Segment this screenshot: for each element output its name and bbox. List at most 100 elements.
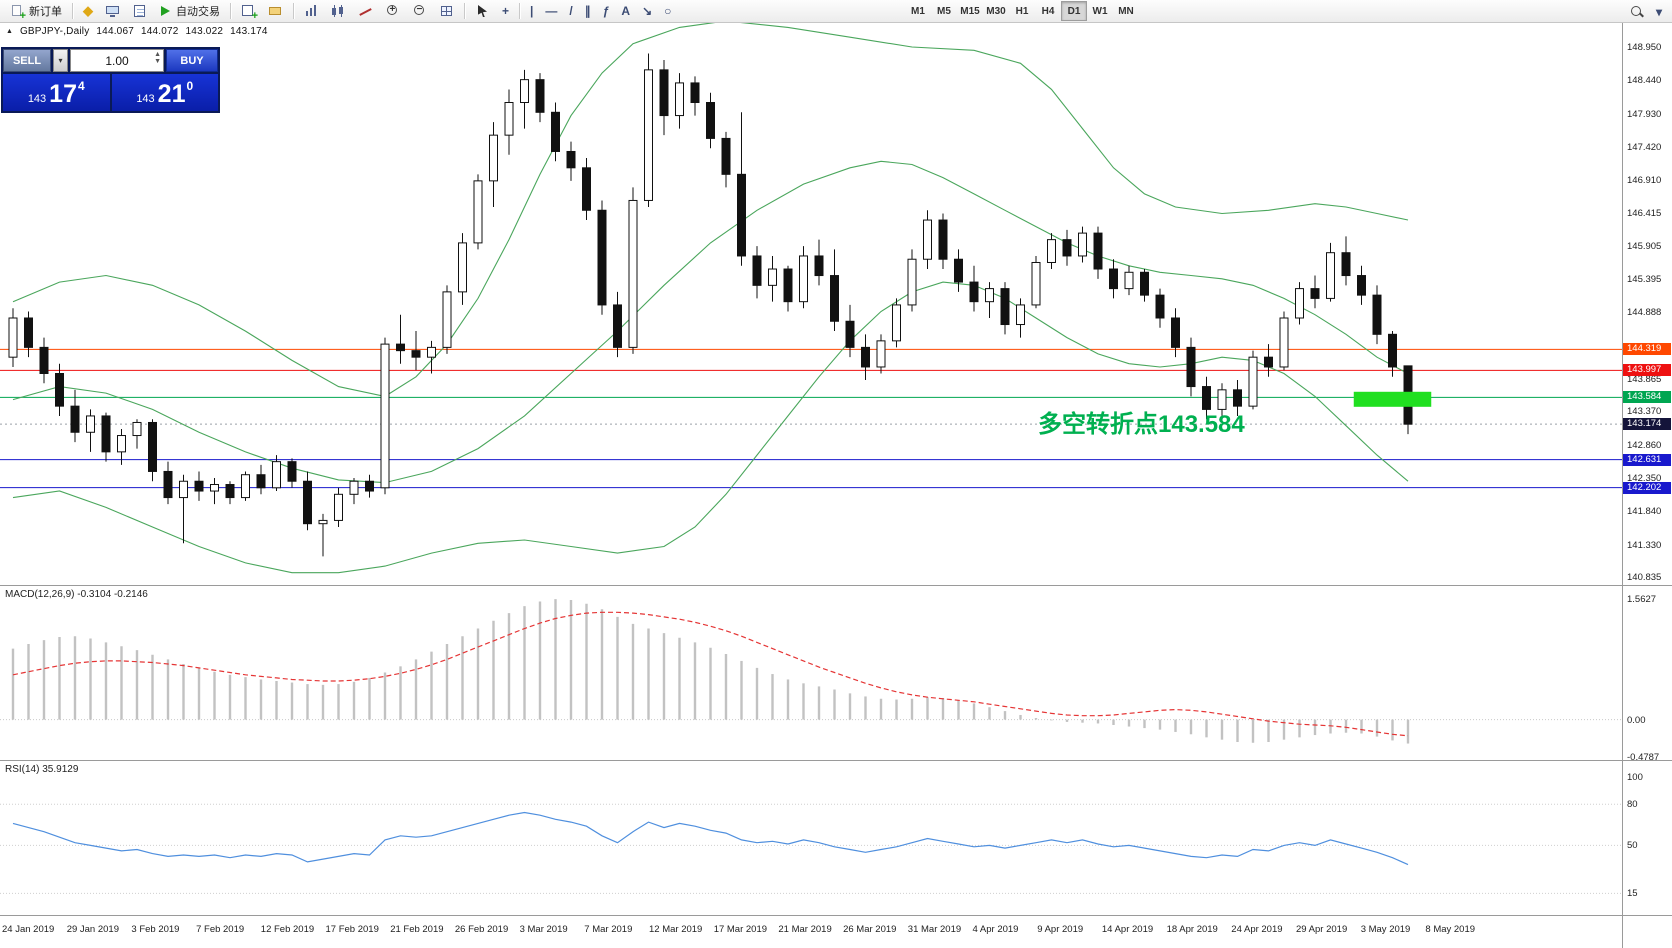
timeframe-button-m30[interactable]: M30	[983, 1, 1009, 21]
date-axis-label: 31 Mar 2019	[907, 924, 962, 935]
macd-scale-label: 0.00	[1627, 714, 1646, 726]
buy-price-display[interactable]: 143 21 0	[111, 74, 218, 111]
sell-price-sup: 4	[77, 79, 85, 93]
metaeditor-button[interactable]: ◆	[78, 1, 98, 22]
timeframe-button-w1[interactable]: W1	[1087, 1, 1113, 21]
price-level-chip: 143.584	[1623, 391, 1671, 404]
vertical-line-button[interactable]: |	[525, 1, 538, 22]
buy-button[interactable]: BUY	[166, 49, 218, 72]
new-order-icon	[10, 4, 26, 22]
timeframe-button-m1[interactable]: M1	[905, 1, 931, 21]
date-axis-label: 7 Feb 2019	[196, 924, 245, 935]
search-icon	[1629, 5, 1644, 19]
ohlc-open: 144.067	[96, 26, 134, 37]
date-axis-label: 24 Apr 2019	[1231, 924, 1283, 935]
timeframe-button-m15[interactable]: M15	[957, 1, 983, 21]
macd-scale-label: 1.5627	[1627, 593, 1657, 605]
toolbar-right-group: ▾	[1623, 1, 1668, 22]
market-watch-button[interactable]	[100, 1, 125, 22]
candlestick-chart-icon	[331, 4, 346, 18]
price-scale-label: 146.910	[1627, 175, 1662, 187]
macd-label: MACD(12,26,9) -0.3104 -0.2146	[5, 589, 148, 600]
fibonacci-button[interactable]: ƒ	[598, 1, 615, 22]
autotrading-button[interactable]: 自动交易	[154, 1, 225, 22]
rsi-label: RSI(14) 35.9129	[5, 764, 79, 775]
channel-button[interactable]: ∥	[580, 1, 596, 22]
new-chart-icon	[241, 4, 258, 22]
toolbar-options-caret-icon: ▾	[1655, 4, 1662, 19]
date-axis-label: 24 Jan 2019	[2, 924, 55, 935]
candlestick-chart-button[interactable]	[326, 1, 351, 22]
price-scale-label: 140.835	[1627, 571, 1662, 583]
current-price-chip: 143.174	[1623, 418, 1671, 431]
bar-chart-button[interactable]	[299, 1, 324, 22]
price-scale-label: 141.840	[1627, 506, 1662, 518]
candlestick-series	[8, 53, 1413, 557]
terminal-icon	[132, 4, 147, 18]
new-order-button[interactable]: 新订单	[5, 1, 67, 22]
date-axis-label: 9 Apr 2019	[1037, 924, 1084, 935]
toolbar-separator	[230, 3, 231, 19]
price-scale-label: 145.905	[1627, 240, 1662, 252]
macd-histogram	[11, 599, 1410, 744]
rsi-scale-label: 100	[1627, 771, 1643, 783]
date-axis-label: 3 May 2019	[1360, 924, 1411, 935]
chart-symbol-info: ▲ GBPJPY-,Daily 144.067 144.072 143.022 …	[6, 26, 268, 37]
volume-increase-icon[interactable]: ▲	[154, 51, 161, 58]
turning-point-annotation[interactable]: 多空转折点143.584	[1038, 411, 1245, 438]
zoom-in-button[interactable]	[380, 1, 405, 22]
bar-chart-icon	[304, 4, 319, 18]
price-scale-label: 147.930	[1627, 108, 1662, 120]
zoom-out-button[interactable]	[407, 1, 432, 22]
rsi-scale-label: 15	[1627, 888, 1638, 900]
timeframe-button-m5[interactable]: M5	[931, 1, 957, 21]
toolbar-separator	[72, 3, 73, 19]
profiles-button[interactable]	[263, 1, 288, 22]
date-axis[interactable]: 24 Jan 2019 29 Jan 2019 3 Feb 2019 7 Feb 20…	[0, 917, 1622, 948]
cursor-button[interactable]	[470, 1, 495, 22]
volume-decrease-icon[interactable]: ▼	[154, 58, 161, 65]
price-axis[interactable]: 148.950 148.440 147.930 147.420 146.910 146.4…	[1622, 0, 1672, 948]
cursor-icon	[475, 4, 490, 18]
date-axis-label: 26 Feb 2019	[454, 924, 509, 935]
rsi-scale-label: 50	[1627, 840, 1638, 852]
timeframe-button-mn[interactable]: MN	[1113, 1, 1139, 21]
sell-button[interactable]: SELL	[3, 49, 51, 72]
sell-price-display[interactable]: 143 17 4	[3, 74, 110, 111]
timeframe-button-h1[interactable]: H1	[1009, 1, 1035, 21]
search-button[interactable]	[1624, 1, 1649, 22]
trendline-icon: /	[569, 4, 573, 18]
toolbar-options-button[interactable]: ▾	[1651, 1, 1667, 22]
tile-windows-icon	[439, 4, 454, 18]
volume-dropdown-button[interactable]: ▾	[53, 49, 68, 72]
autotrading-label: 自动交易	[176, 6, 220, 18]
macd-scale-label: -0.4787	[1627, 751, 1660, 763]
line-chart-button[interactable]	[353, 1, 378, 22]
timeframe-button-d1[interactable]: D1	[1061, 1, 1087, 21]
text-tool-button[interactable]: A	[616, 1, 635, 22]
arrow-tool-button[interactable]: ↘	[637, 1, 657, 22]
channel-icon: ∥	[584, 4, 591, 18]
crosshair-button[interactable]: +	[497, 1, 514, 22]
bollinger-upper-band	[12, 20, 1409, 397]
rsi-line	[12, 811, 1409, 866]
horizontal-line-button[interactable]: —	[540, 1, 562, 22]
rsi-scale-label: 80	[1627, 799, 1638, 811]
date-axis-label: 12 Feb 2019	[260, 924, 315, 935]
date-axis-label: 12 Mar 2019	[649, 924, 703, 935]
price-scale-label: 143.865	[1627, 374, 1662, 386]
timeframe-button-h4[interactable]: H4	[1035, 1, 1061, 21]
price-level-chip: 144.319	[1623, 343, 1671, 356]
terminal-button[interactable]	[127, 1, 152, 22]
zoom-in-icon	[385, 4, 400, 18]
date-axis-label: 4 Apr 2019	[972, 924, 1019, 935]
volume-field[interactable]: 1.00 ▲ ▼	[70, 49, 164, 72]
shapes-tool-button[interactable]: ○	[659, 1, 676, 22]
date-axis-label: 29 Jan 2019	[66, 924, 119, 935]
new-chart-button[interactable]	[236, 1, 261, 22]
highlight-box[interactable]	[1353, 391, 1432, 407]
trendline-button[interactable]: /	[564, 1, 577, 22]
price-level-chip: 143.997	[1623, 364, 1671, 377]
tile-windows-button[interactable]	[434, 1, 459, 22]
